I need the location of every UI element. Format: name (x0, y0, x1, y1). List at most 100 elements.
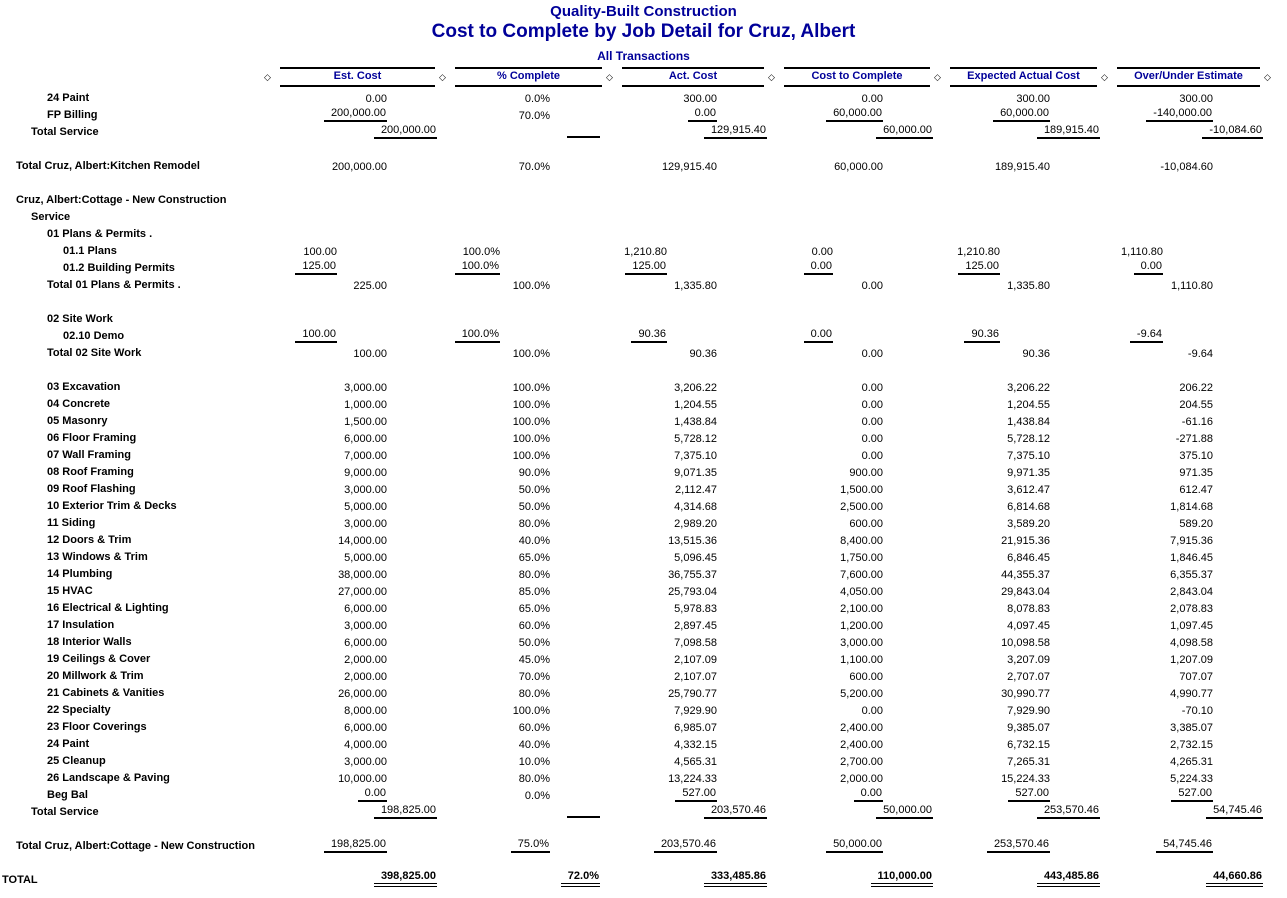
cell-value[interactable]: 80.0% (518, 773, 550, 785)
cell-value[interactable]: 6,814.68 (1007, 501, 1050, 513)
cell-value[interactable]: 110,000.00 (870, 870, 933, 887)
cell-value[interactable]: 25,790.77 (668, 688, 717, 700)
cell-value[interactable]: 60.0% (518, 620, 550, 632)
cell-value[interactable]: 198,825.00 (323, 838, 387, 853)
cell-value[interactable]: 125.00 (295, 260, 337, 275)
cell-value[interactable]: 6,985.07 (674, 722, 717, 734)
cell-value[interactable]: 90.0% (518, 467, 550, 479)
cell-value[interactable]: 225.00 (353, 280, 387, 292)
cell-value[interactable]: 4,265.31 (1170, 756, 1213, 768)
cell-value[interactable]: 54,745.46 (1206, 804, 1263, 819)
cell-value[interactable]: 3,000.00 (344, 484, 387, 496)
cell-value[interactable]: 398,825.00 (373, 870, 437, 887)
cell-value[interactable]: 3,385.07 (1170, 722, 1213, 734)
cell-value[interactable]: 9,000.00 (344, 467, 387, 479)
cell-value[interactable]: 900.00 (849, 467, 883, 479)
cell-value[interactable]: 70.0% (518, 671, 550, 683)
cell-value[interactable]: 443,485.86 (1036, 870, 1100, 887)
cell-value[interactable]: 100.00 (303, 246, 337, 258)
cell-value[interactable]: 1,814.68 (1170, 501, 1213, 513)
cell-value[interactable]: 100.0% (512, 450, 550, 462)
cell-value[interactable]: 6,355.37 (1170, 569, 1213, 581)
cell-value[interactable]: -61.16 (1181, 416, 1213, 428)
cell-value[interactable]: 75.0% (510, 838, 550, 853)
cell-value[interactable]: 7,265.31 (1007, 756, 1050, 768)
cell-value[interactable]: 0.00 (853, 787, 883, 802)
cell-value[interactable]: 125.00 (958, 260, 1000, 275)
cell-value[interactable]: 72.0% (560, 870, 600, 887)
cell-value[interactable]: 2,400.00 (840, 722, 883, 734)
cell-value[interactable]: -70.10 (1181, 705, 1213, 717)
cell-value[interactable]: 2,500.00 (840, 501, 883, 513)
cell-value[interactable]: 4,097.45 (1007, 620, 1050, 632)
cell-value[interactable]: -9.64 (1129, 328, 1163, 343)
cell-value[interactable]: 600.00 (849, 671, 883, 683)
cell-value[interactable]: 0.00 (1133, 260, 1163, 275)
cell-value[interactable]: 44,660.86 (1206, 870, 1263, 887)
cell-value[interactable]: 527.00 (1171, 787, 1213, 802)
cell-value[interactable]: 6,000.00 (344, 433, 387, 445)
cell-value[interactable]: 5,728.12 (1007, 433, 1050, 445)
cell-value[interactable]: -140,000.00 (1146, 107, 1213, 122)
cell-value[interactable]: 0.00 (861, 450, 883, 462)
cell-value[interactable]: 60,000.00 (834, 161, 883, 173)
cell-value[interactable]: 0.00 (803, 260, 833, 275)
column-header-act-cost[interactable]: Act. Cost (610, 67, 772, 87)
cell-value[interactable]: 100.00 (353, 348, 387, 360)
cell-value[interactable]: 3,206.22 (1007, 382, 1050, 394)
cell-value[interactable]: 6,000.00 (344, 603, 387, 615)
cell-value[interactable]: 8,000.00 (344, 705, 387, 717)
cell-value[interactable]: 5,200.00 (840, 688, 883, 700)
cell-value[interactable]: -10,084.60 (1160, 161, 1213, 173)
cell-value[interactable]: 90.36 (964, 328, 1000, 343)
cell-value[interactable]: 1,000.00 (344, 399, 387, 411)
cell-value[interactable]: 5,978.83 (674, 603, 717, 615)
cell-value[interactable]: 80.0% (518, 518, 550, 530)
cell-value[interactable]: 2,707.07 (1007, 671, 1050, 683)
cell-value[interactable]: 0.00 (861, 433, 883, 445)
cell-value[interactable]: 29,843.04 (1001, 586, 1050, 598)
column-resize-diamond-icon[interactable]: ◇ (1264, 72, 1271, 82)
cell-value[interactable]: 45.0% (518, 654, 550, 666)
cell-value[interactable]: 1,500.00 (840, 484, 883, 496)
cell-value[interactable]: 40.0% (518, 535, 550, 547)
cell-value[interactable]: 3,000.00 (344, 620, 387, 632)
cell-value[interactable]: 13,224.33 (668, 773, 717, 785)
cell-value[interactable]: 100.0% (512, 433, 550, 445)
cell-value[interactable]: 1,204.55 (674, 399, 717, 411)
cell-value[interactable]: 2,107.07 (674, 671, 717, 683)
cell-value[interactable]: 0.00 (357, 787, 387, 802)
cell-value[interactable]: 200,000.00 (373, 124, 437, 139)
cell-value[interactable]: 60,000.00 (876, 124, 933, 139)
cell-value[interactable]: 7,000.00 (344, 450, 387, 462)
cell-value[interactable]: 189,915.40 (1036, 124, 1100, 139)
cell-value[interactable]: 50,000.00 (826, 838, 883, 853)
cell-value[interactable]: 3,000.00 (344, 518, 387, 530)
cell-value[interactable]: 1,750.00 (840, 552, 883, 564)
cell-value[interactable]: 9,971.35 (1007, 467, 1050, 479)
cell-value[interactable]: 7,375.10 (674, 450, 717, 462)
cell-value[interactable]: 129,915.40 (703, 124, 767, 139)
cell-value[interactable]: 100.0% (512, 348, 550, 360)
cell-value[interactable]: 707.07 (1179, 671, 1213, 683)
cell-value[interactable]: 1,500.00 (344, 416, 387, 428)
cell-value[interactable]: 0.00 (861, 705, 883, 717)
column-resize-diamond-icon[interactable]: ◇ (264, 72, 271, 82)
cell-value[interactable]: 5,728.12 (674, 433, 717, 445)
cell-value[interactable]: 1,200.00 (840, 620, 883, 632)
cell-value[interactable]: 200,000.00 (331, 161, 387, 173)
cell-value[interactable]: 50.0% (518, 484, 550, 496)
cell-value[interactable]: 26,000.00 (338, 688, 387, 700)
cell-value[interactable]: 70.0% (518, 110, 550, 122)
cell-value[interactable]: 1,097.45 (1170, 620, 1213, 632)
cell-value[interactable]: 80.0% (518, 569, 550, 581)
cell-value[interactable]: 971.35 (1179, 467, 1213, 479)
cell-value[interactable]: 85.0% (518, 586, 550, 598)
cell-value[interactable]: 100.0% (454, 260, 500, 275)
cell-value[interactable]: 2,100.00 (840, 603, 883, 615)
column-resize-diamond-icon[interactable]: ◇ (768, 72, 775, 82)
cell-value[interactable]: 0.0% (524, 93, 550, 105)
cell-value[interactable]: 2,078.83 (1170, 603, 1213, 615)
cell-value[interactable]: 204.55 (1179, 399, 1213, 411)
cell-value[interactable]: 6,846.45 (1007, 552, 1050, 564)
